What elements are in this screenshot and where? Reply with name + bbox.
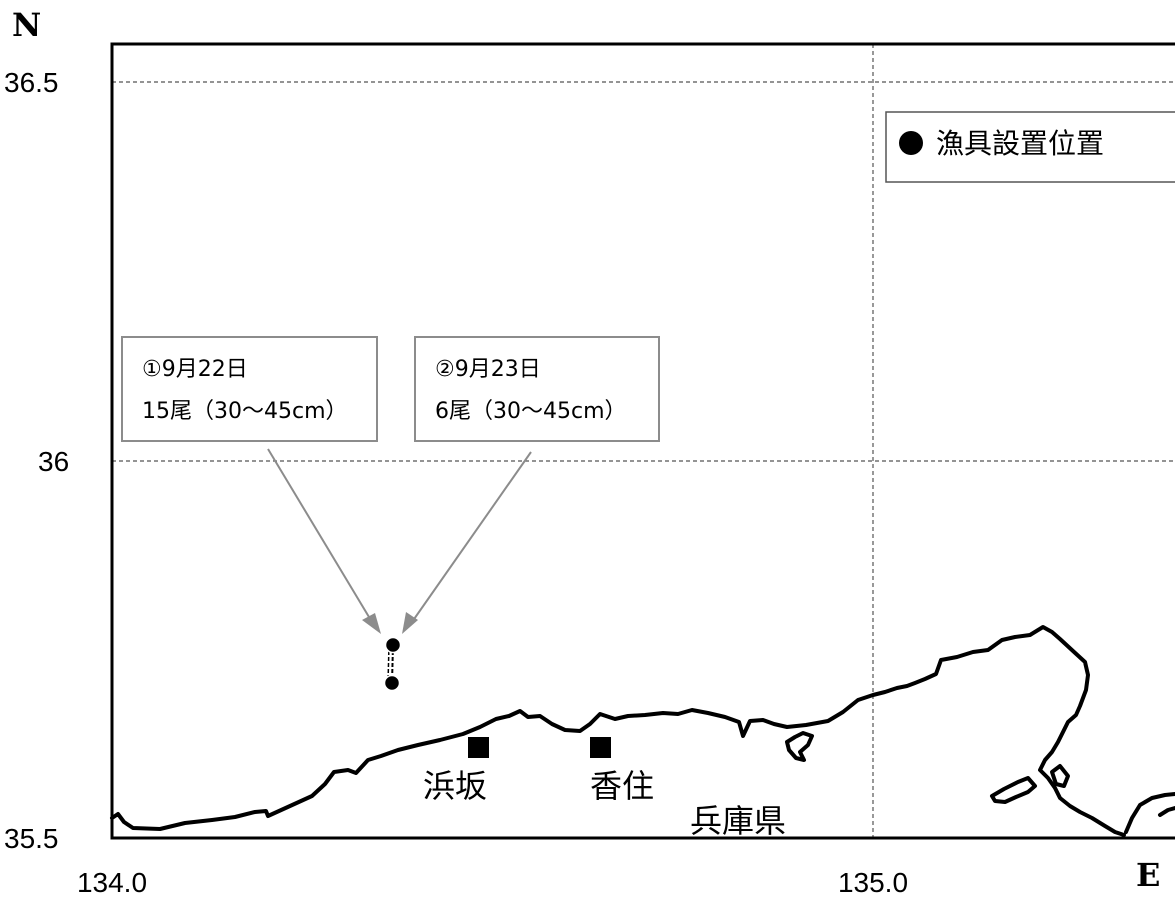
legend-box	[885, 111, 1175, 183]
callout-2-box	[414, 336, 660, 442]
arrow-2-line	[411, 451, 532, 623]
gear-position-1	[384, 636, 402, 654]
arrow-1-head	[362, 613, 381, 634]
y-tick-36: 36	[38, 446, 69, 477]
east-label: E	[1136, 856, 1160, 894]
callout-1-box	[121, 336, 378, 442]
coastline	[110, 625, 1175, 837]
y-tick-36-5: 36.5	[4, 67, 59, 98]
gear-positions	[383, 636, 402, 692]
callout-1: ①9月22日 15尾（30～45cm）	[121, 336, 378, 442]
region-label: 兵庫県	[690, 802, 786, 840]
x-tick-135: 135.0	[838, 867, 908, 898]
x-tick-134: 134.0	[77, 867, 147, 898]
grid	[112, 44, 1175, 838]
place-label-kasumi: 香住	[590, 767, 654, 805]
arrow-1-line	[267, 448, 373, 623]
arrow-2-head	[402, 612, 418, 634]
place-label-hamasaka: 浜坂	[423, 767, 487, 805]
callout-1-line2: 15尾（30～45cm）	[142, 399, 348, 424]
callout-2: ②9月23日 6尾（30～45cm）	[414, 336, 660, 442]
places: 浜坂 香住 兵庫県	[423, 737, 786, 840]
place-marker-hamasaka	[468, 737, 489, 758]
callout-arrows	[267, 448, 532, 634]
place-marker-kasumi	[590, 737, 611, 758]
legend-label: 漁具設置位置	[936, 127, 1104, 160]
callout-2-line1: ②9月23日	[435, 357, 541, 382]
y-tick-35-5: 35.5	[4, 823, 59, 854]
plot-frame	[110, 42, 1175, 840]
gear-position-2	[383, 674, 401, 692]
north-label: N	[12, 6, 41, 44]
legend-circle-icon	[899, 131, 923, 155]
legend: 漁具設置位置	[885, 111, 1175, 183]
callout-1-line1: ①9月22日	[142, 357, 248, 382]
callout-2-line2: 6尾（30～45cm）	[435, 399, 627, 424]
